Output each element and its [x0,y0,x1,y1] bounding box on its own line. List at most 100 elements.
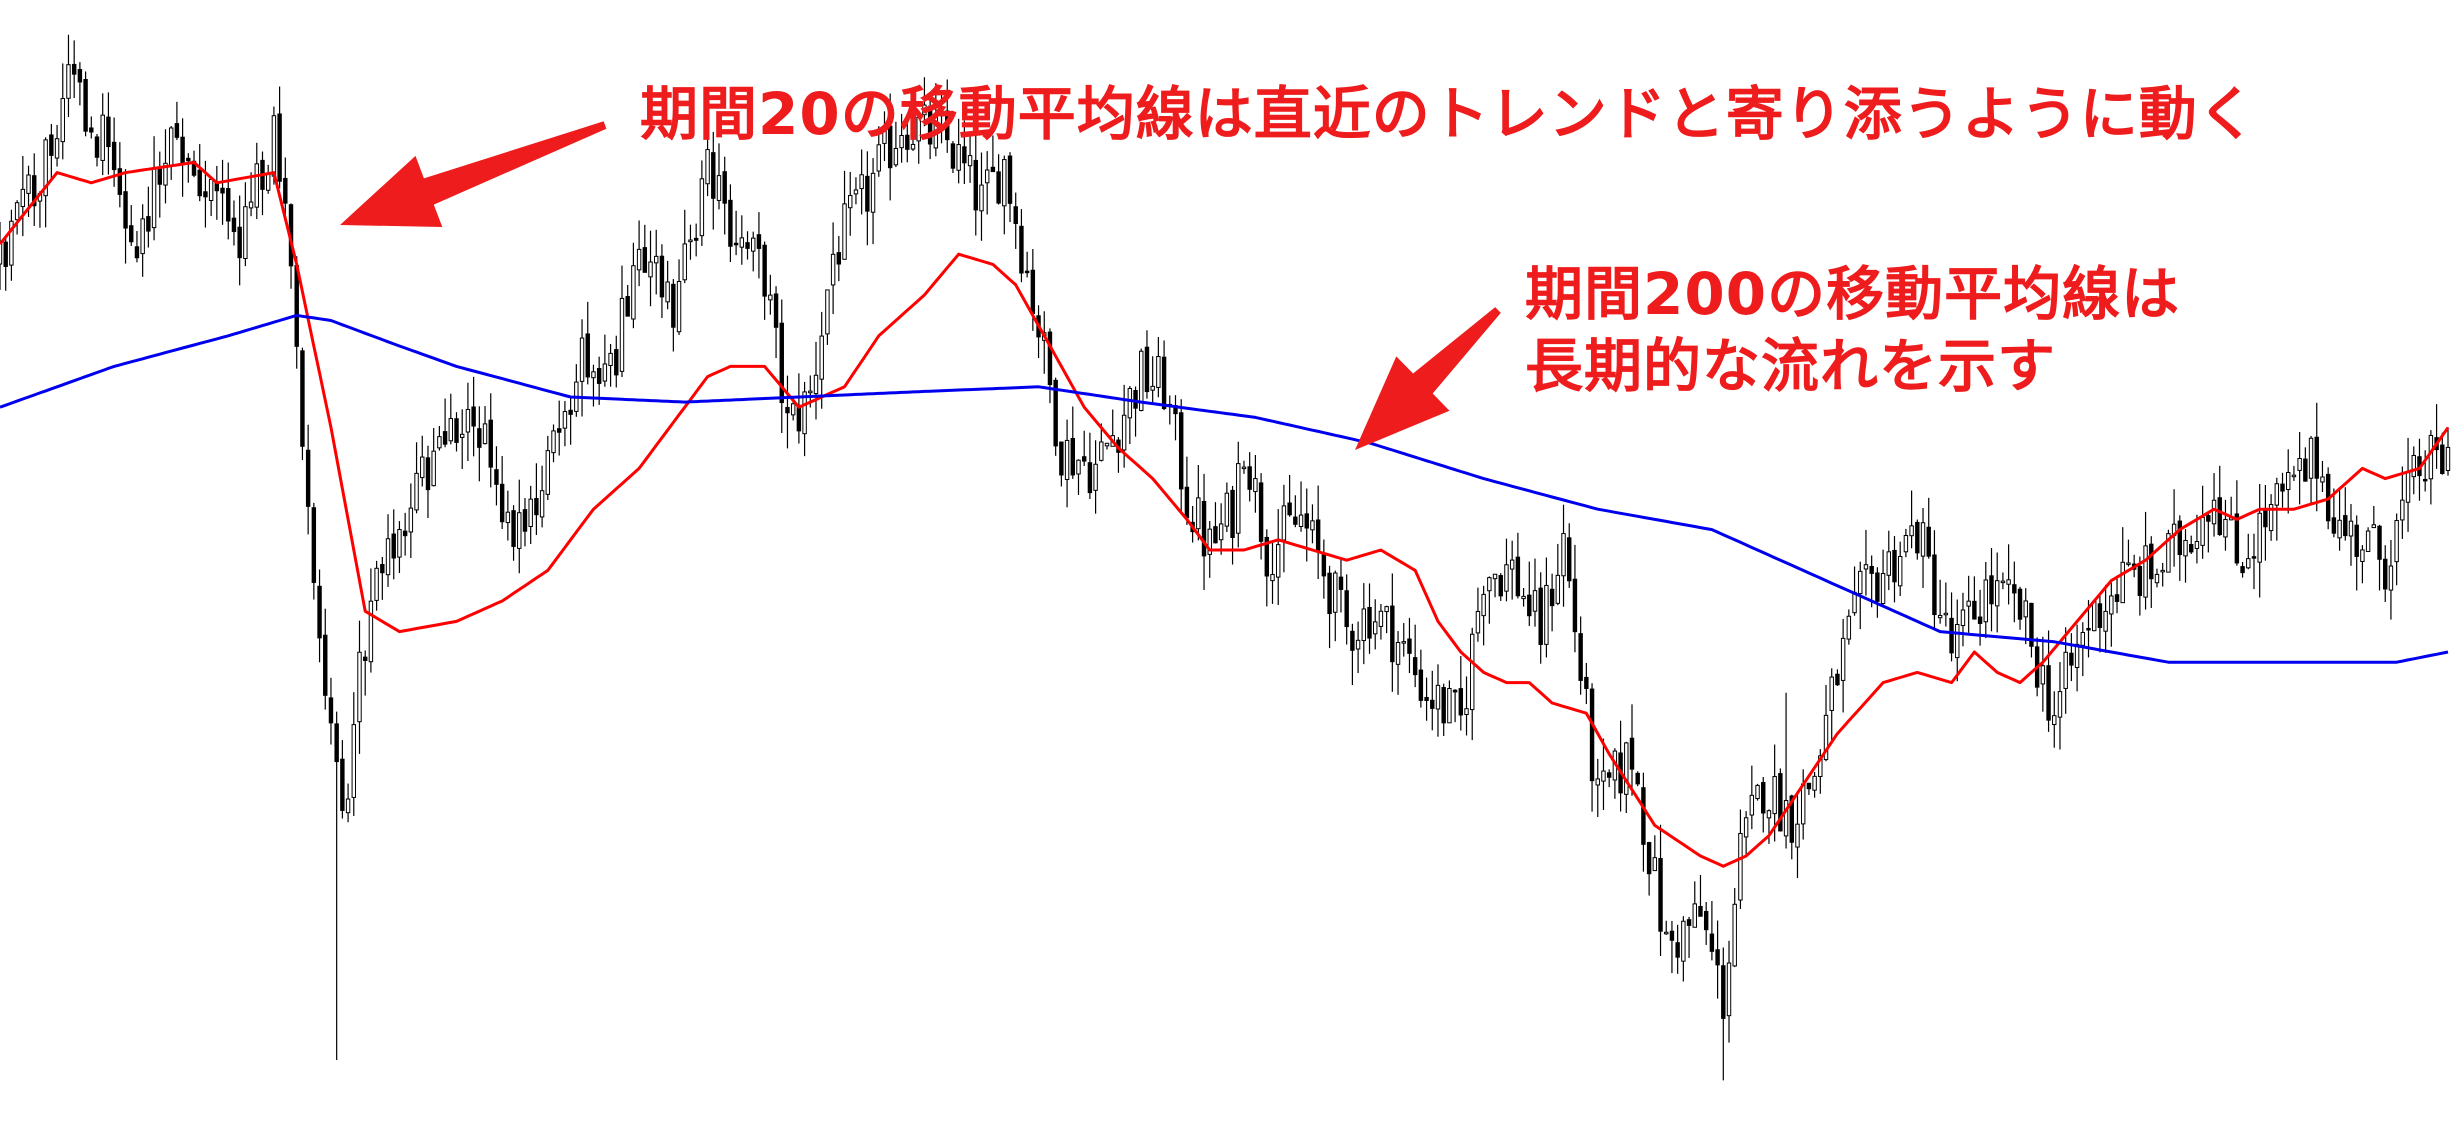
candle-body [2405,472,2411,503]
candle [933,83,939,157]
candle-body [494,469,499,485]
candle-body [2109,595,2114,615]
candle [2246,533,2251,570]
candle [237,195,242,286]
candle [1076,459,1081,495]
candle-body [1281,505,1287,541]
candle [1344,574,1349,645]
candle-body [1772,776,1777,815]
candle-body [2286,472,2291,490]
candle-body [1184,486,1190,519]
candle [1761,776,1766,833]
candle-body [2091,601,2097,632]
candle-body [111,141,117,171]
candle-body [414,472,419,511]
candle [2280,472,2285,508]
candle [1201,473,1207,591]
candle [1458,655,1464,731]
candle [374,560,379,611]
candle-body [1144,346,1150,393]
candle [876,126,881,177]
candle [1698,875,1703,917]
candle-body [1253,478,1258,493]
candle [882,111,887,162]
candle [459,409,465,469]
candle [1989,548,1994,632]
candle [1384,605,1389,634]
candle-body [2126,562,2131,565]
candle [1247,452,1252,502]
candle [1430,670,1435,731]
candle-body [2137,565,2143,596]
candle [2308,435,2314,504]
candle [813,341,819,420]
candle [2109,582,2114,647]
candle-body [49,134,54,156]
candle-body [1915,521,1920,554]
candle [551,424,556,463]
candle [106,92,111,175]
candle [751,231,756,272]
candle [602,334,608,387]
candle [2303,447,2308,482]
candle-body [60,98,65,143]
candle [950,141,956,173]
candle [1407,617,1412,674]
candle [83,71,88,137]
candle-body [1692,903,1697,928]
candle [1606,769,1612,788]
candle-body [1538,587,1543,645]
candle-body [420,456,425,479]
candle [1047,328,1053,404]
candle [688,224,693,260]
candle [2040,636,2046,712]
candle-body [2388,565,2394,591]
candle [2251,533,2257,590]
candle-body [2023,600,2028,618]
candle [973,125,978,236]
candle-body [739,237,745,248]
candle-body [1310,520,1315,531]
candle [2348,504,2354,566]
candle-body [910,143,916,150]
candle-body [454,418,459,443]
candle [922,77,927,127]
candle [499,456,505,530]
candle [129,205,134,246]
candle [1224,482,1230,532]
candle-body [448,418,454,442]
candle [89,116,94,139]
candle-body [1064,439,1070,481]
candle [305,424,311,535]
candle-body [1081,456,1087,462]
candle [1595,758,1600,817]
candle-body [1584,676,1589,689]
candle [1310,504,1315,544]
candle [1116,437,1121,473]
candle [2091,601,2097,632]
candle-body [2383,558,2388,590]
candle [756,212,762,279]
candle-body [1932,554,1937,616]
candle-body [1897,555,1903,587]
candle-body [1783,800,1789,837]
candle [585,301,590,385]
candle-body [705,149,710,185]
candle [2012,561,2017,623]
candle-body [71,63,77,75]
candle-body [2063,651,2068,689]
candle-body [1333,572,1338,613]
candle-body [1412,657,1418,676]
candle [311,502,317,600]
candle [1703,901,1709,945]
candle [1373,599,1378,650]
candle-body [1361,608,1367,642]
candle-body [1315,519,1321,551]
candle-body [596,368,602,384]
candle-body [1104,442,1110,447]
candle [1589,683,1595,812]
candle-body [1766,810,1772,819]
candle-body [1646,842,1652,875]
candle-body [402,530,408,537]
candle [1835,669,1840,686]
